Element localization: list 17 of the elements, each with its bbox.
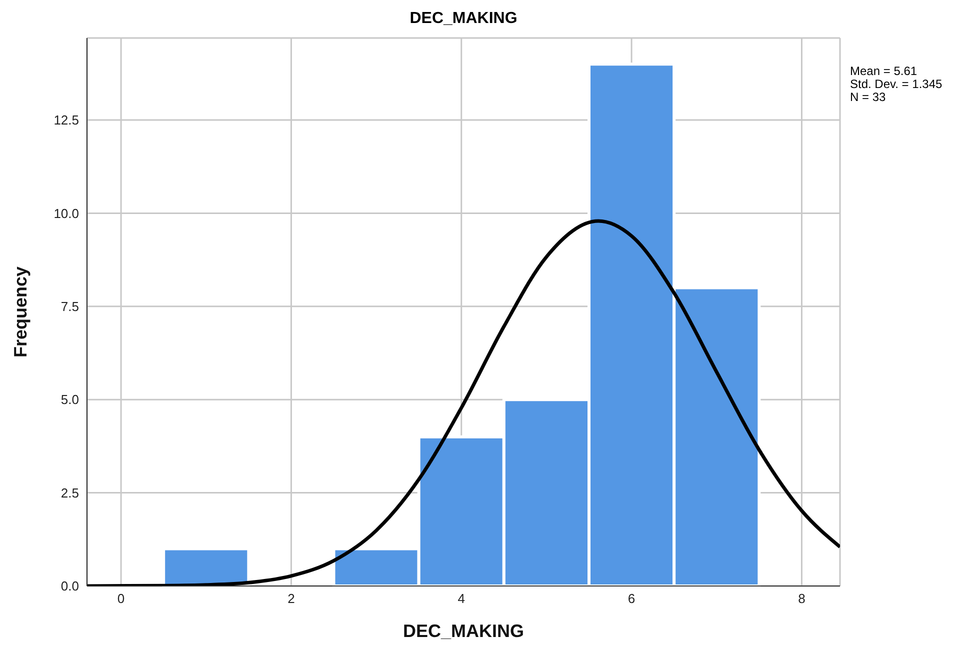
y-tick-label: 2.5 xyxy=(60,485,79,500)
chart-title: DEC_MAKING xyxy=(408,10,518,28)
x-axis-title: DEC_MAKING xyxy=(402,621,524,641)
text: Std. Dev. = 1.345 xyxy=(850,77,942,91)
y-tick-label: 5.0 xyxy=(60,392,79,408)
y-tick-label: 12.5 xyxy=(54,112,79,128)
x-tick-label: 8 xyxy=(798,591,806,606)
x-tick-label: 0 xyxy=(117,591,125,606)
y-tick-label: 10.0 xyxy=(54,206,79,221)
x-tick-label: 6 xyxy=(628,591,636,606)
x-tick-label: 2 xyxy=(288,591,295,606)
y-axis-title: Frequency xyxy=(10,266,30,358)
text: Mean = 5.61 xyxy=(850,64,918,78)
y-tick-label: 0.0 xyxy=(60,578,79,594)
x-tick-label: 4 xyxy=(458,591,465,606)
y-tick-label: 7.5 xyxy=(60,299,79,314)
text: N = 33 xyxy=(850,90,887,104)
